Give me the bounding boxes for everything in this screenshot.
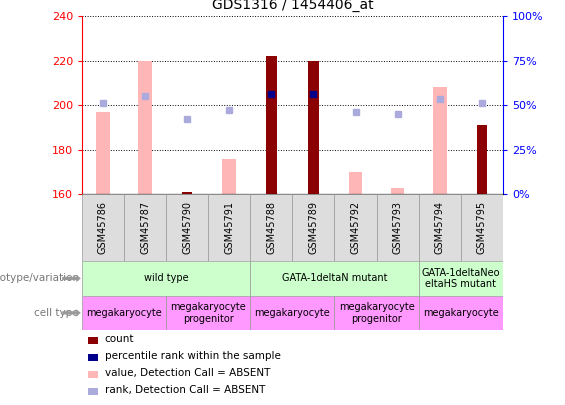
Bar	[223, 159, 236, 194]
Text: GSM45795: GSM45795	[477, 201, 487, 254]
Bar	[82, 194, 124, 261]
Text: value, Detection Call = ABSENT: value, Detection Call = ABSENT	[105, 369, 270, 378]
Bar	[293, 194, 334, 261]
Text: GSM45787: GSM45787	[140, 201, 150, 254]
Text: GATA-1deltaNeo
eltaHS mutant: GATA-1deltaNeo eltaHS mutant	[421, 268, 500, 289]
Bar	[349, 172, 362, 194]
Bar	[250, 194, 293, 261]
Bar	[419, 261, 503, 296]
Text: megakaryocyte: megakaryocyte	[423, 308, 499, 318]
Text: count: count	[105, 335, 134, 344]
Text: rank, Detection Call = ABSENT: rank, Detection Call = ABSENT	[105, 386, 265, 395]
Text: megakaryocyte: megakaryocyte	[254, 308, 331, 318]
Bar	[334, 296, 419, 330]
Bar	[433, 87, 446, 194]
Bar	[419, 194, 461, 261]
Title: GDS1316 / 1454406_at: GDS1316 / 1454406_at	[211, 0, 373, 13]
Text: cell type: cell type	[34, 308, 79, 318]
Bar	[461, 194, 503, 261]
Bar	[250, 261, 419, 296]
Text: percentile rank within the sample: percentile rank within the sample	[105, 352, 280, 361]
Bar	[166, 194, 208, 261]
Text: GATA-1deltaN mutant: GATA-1deltaN mutant	[282, 273, 387, 283]
Text: GSM45792: GSM45792	[350, 201, 360, 254]
Bar	[82, 296, 166, 330]
Text: GSM45790: GSM45790	[182, 201, 192, 254]
Bar	[124, 194, 166, 261]
Bar	[82, 261, 250, 296]
Text: GSM45789: GSM45789	[308, 201, 319, 254]
Bar	[250, 296, 334, 330]
Bar	[138, 61, 152, 194]
Bar	[96, 112, 110, 194]
Bar	[166, 296, 250, 330]
Text: GSM45786: GSM45786	[98, 201, 108, 254]
Text: GSM45793: GSM45793	[393, 201, 403, 254]
Bar	[391, 188, 405, 194]
Bar	[376, 194, 419, 261]
Text: wild type: wild type	[144, 273, 188, 283]
Text: megakaryocyte: megakaryocyte	[86, 308, 162, 318]
Bar	[266, 56, 277, 194]
Bar	[182, 192, 193, 194]
Bar	[208, 194, 250, 261]
Text: GSM45788: GSM45788	[266, 201, 276, 254]
Bar	[476, 125, 487, 194]
Bar	[419, 296, 503, 330]
Bar	[334, 194, 376, 261]
Text: genotype/variation: genotype/variation	[0, 273, 79, 283]
Text: megakaryocyte
progenitor: megakaryocyte progenitor	[170, 302, 246, 324]
Text: megakaryocyte
progenitor: megakaryocyte progenitor	[338, 302, 415, 324]
Text: GSM45794: GSM45794	[434, 201, 445, 254]
Text: GSM45791: GSM45791	[224, 201, 234, 254]
Bar	[308, 61, 319, 194]
